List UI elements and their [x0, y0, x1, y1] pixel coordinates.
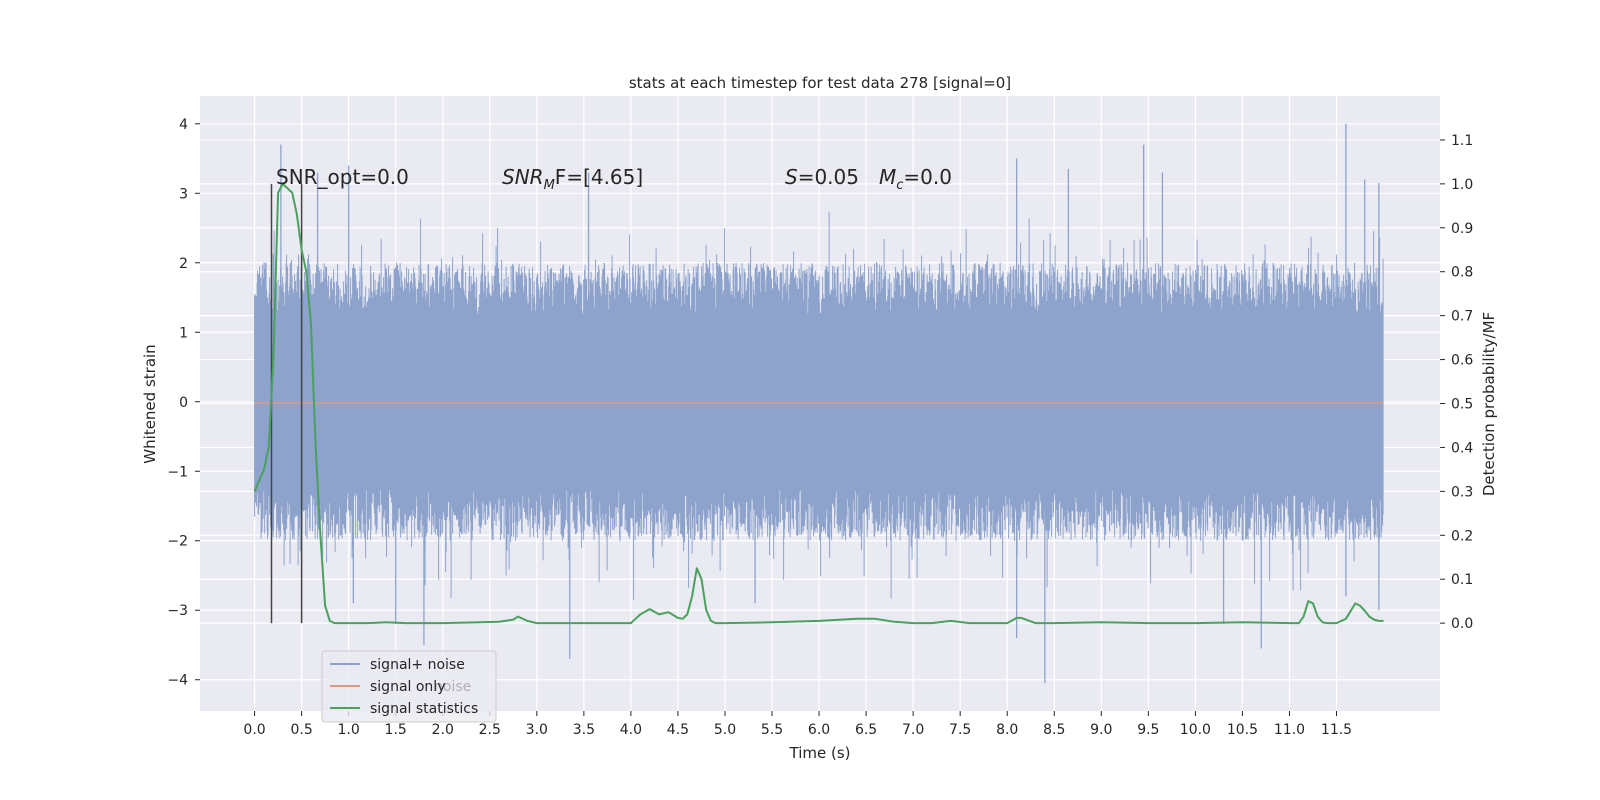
x-tick-label-4: 2.0 [432, 722, 454, 738]
x-tick-label-13: 6.5 [855, 722, 877, 738]
snr-mf-base: SNR [502, 165, 544, 189]
x-tick-label-8: 4.0 [620, 722, 642, 738]
y-right-tick-label-1: 1.0 [1451, 177, 1473, 193]
x-tick-label-11: 5.5 [761, 722, 783, 738]
legend-label-noise: signal+ noise [370, 657, 465, 673]
y-axis-label-left: Whitened strain [141, 344, 159, 463]
y-left-tick-label-8: −4 [167, 673, 188, 689]
x-tick-label-5: 2.5 [479, 722, 501, 738]
snr-mf-sub: M [544, 178, 555, 193]
y-right-tick-label-10: 0.1 [1451, 572, 1473, 588]
y-left-tick-label-0: 4 [179, 117, 188, 133]
y-right-tick-label-3: 0.8 [1451, 265, 1473, 281]
chart-title: stats at each timestep for test data 278… [629, 74, 1011, 92]
y-right-tick-label-9: 0.2 [1451, 528, 1473, 544]
y-ticks-left: 4 3 2 1 0 −1 −2 −3 −4 [167, 117, 200, 689]
y-axis-label-right: Detection probability/MF [1480, 312, 1498, 496]
s-value-base: S [785, 165, 798, 189]
y-right-tick-label-7: 0.4 [1451, 440, 1473, 456]
y-ticks-right: 1.1 1.0 0.9 0.8 0.7 0.6 0.5 0.4 0.3 0.2 0.1 0.0 [1440, 133, 1473, 632]
y-left-tick-label-7: −3 [167, 603, 188, 619]
annotation-snr-mf: SNRMF=[4.65] [502, 165, 643, 193]
x-tick-label-14: 7.0 [902, 722, 924, 738]
y-right-tick-label-8: 0.3 [1451, 484, 1473, 500]
y-right-tick-label-2: 0.9 [1451, 221, 1473, 237]
s-value-rest: =0.05 [798, 165, 859, 189]
y-right-tick-label-4: 0.7 [1451, 309, 1473, 325]
y-left-tick-label-6: −2 [167, 534, 188, 550]
x-tick-label-7: 3.5 [573, 722, 595, 738]
x-tick-label-20: 10.0 [1180, 722, 1211, 738]
mc-value-base: M [879, 165, 896, 189]
legend-box [321, 650, 497, 723]
x-tick-label-19: 9.5 [1137, 722, 1159, 738]
annotation-s-value: S=0.05 [785, 165, 859, 189]
y-left-tick-label-4: 0 [179, 395, 188, 411]
y-left-tick-label-5: −1 [167, 464, 188, 480]
x-tick-label-21: 10.5 [1227, 722, 1258, 738]
y-right-tick-label-0: 1.1 [1451, 133, 1473, 149]
annotation-snr-opt: SNR_opt=0.0 [276, 165, 409, 189]
x-tick-label-6: 3.0 [526, 722, 548, 738]
y-left-tick-label-1: 3 [179, 186, 188, 202]
y-right-tick-label-6: 0.5 [1451, 397, 1473, 413]
x-axis-label: Time (s) [789, 744, 851, 762]
legend: noise signal+ noise signal only signal s… [321, 650, 497, 723]
x-tick-label-23: 11.5 [1321, 722, 1352, 738]
legend-ghost-text: noise [434, 679, 471, 695]
noise-series [254, 123, 1384, 684]
mc-value-sub: c [896, 178, 903, 193]
x-tick-label-22: 11.0 [1274, 722, 1305, 738]
x-tick-label-18: 9.0 [1090, 722, 1112, 738]
x-tick-label-0: 0.0 [243, 722, 265, 738]
x-ticks: 0.0 0.5 1.0 1.5 2.0 2.5 3.0 3.5 4.0 4.5 5.0 5.5 6.0 6… [243, 711, 1352, 738]
x-tick-label-15: 7.5 [949, 722, 971, 738]
snr-mf-rest: F=[4.65] [555, 165, 643, 189]
mc-value-rest: =0.0 [903, 165, 952, 189]
x-tick-label-17: 8.5 [1043, 722, 1065, 738]
x-tick-label-2: 1.0 [338, 722, 360, 738]
y-left-tick-label-3: 1 [179, 325, 188, 341]
legend-label-statistics: signal statistics [370, 701, 478, 717]
y-right-tick-label-11: 0.0 [1451, 616, 1473, 632]
x-tick-label-1: 0.5 [290, 722, 312, 738]
statistics-line [253, 182, 1384, 625]
y-right-tick-label-5: 0.6 [1451, 353, 1473, 369]
x-tick-label-16: 8.0 [996, 722, 1018, 738]
annotation-mc-value: Mc=0.0 [879, 165, 952, 193]
statistics-series [253, 182, 1384, 625]
noise-trace [254, 211, 1384, 600]
x-tick-label-10: 5.0 [714, 722, 736, 738]
y-left-tick-label-2: 2 [179, 256, 188, 272]
x-tick-label-9: 4.5 [667, 722, 689, 738]
x-tick-label-3: 1.5 [385, 722, 407, 738]
legend-label-signal-only: signal only [370, 679, 445, 695]
x-tick-label-12: 6.0 [808, 722, 830, 738]
